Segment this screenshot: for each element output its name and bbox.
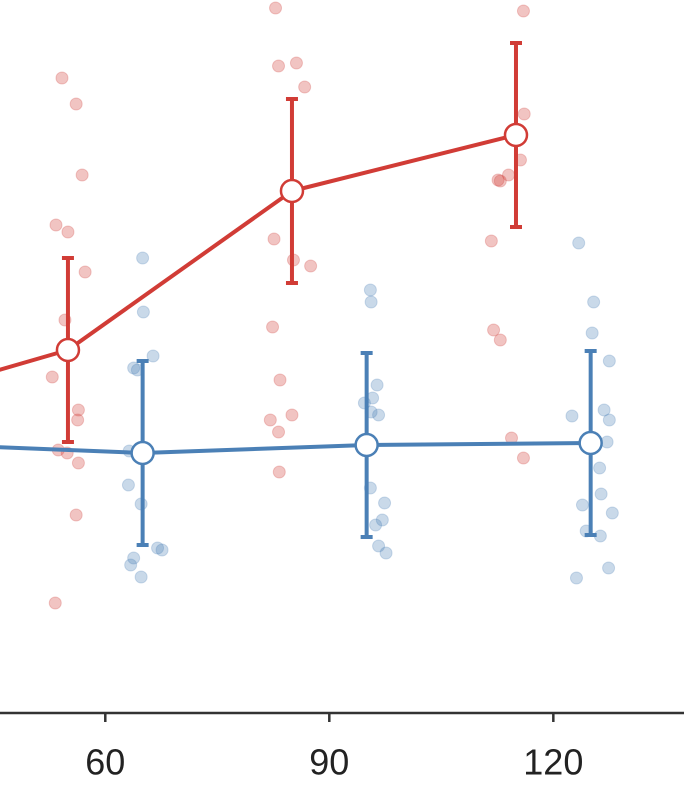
data-point <box>516 451 530 465</box>
data-point <box>267 232 281 246</box>
data-point <box>372 408 386 422</box>
data-point <box>127 361 141 375</box>
data-point <box>263 413 277 427</box>
data-point <box>71 413 85 427</box>
mean-line <box>0 133 517 372</box>
data-point <box>572 236 586 250</box>
data-point <box>272 59 286 73</box>
data-point <box>298 80 312 94</box>
data-point <box>602 413 616 427</box>
data-point <box>124 558 138 572</box>
data-point <box>49 218 63 232</box>
mean-marker <box>130 440 155 466</box>
data-point <box>484 234 498 248</box>
data-point <box>493 174 507 188</box>
plot-area <box>0 1 619 610</box>
data-point <box>370 378 384 392</box>
data-point <box>151 541 165 555</box>
data-point <box>602 561 616 575</box>
data-point <box>269 1 283 15</box>
data-point <box>155 543 169 557</box>
data-point <box>372 539 386 553</box>
data-point <box>48 596 62 610</box>
data-point <box>594 487 608 501</box>
data-point <box>575 498 589 512</box>
data-point <box>273 373 287 387</box>
data-point <box>369 518 383 532</box>
data-point <box>78 265 92 279</box>
mean-marker <box>354 432 379 458</box>
data-point <box>71 403 85 417</box>
data-point <box>491 173 505 187</box>
x-tick-label: 90 <box>309 742 349 783</box>
data-point <box>136 251 150 265</box>
data-point <box>378 496 392 510</box>
data-point <box>134 570 148 584</box>
data-point <box>516 4 530 18</box>
x-tick-label: 120 <box>523 742 583 783</box>
mean-marker <box>578 430 603 456</box>
data-point <box>600 435 614 449</box>
data-point <box>146 349 160 363</box>
mean-marker <box>55 337 81 363</box>
data-point <box>266 320 280 334</box>
mean-line <box>0 441 591 455</box>
data-point <box>493 333 507 347</box>
data-point <box>517 107 531 121</box>
data-point <box>585 326 599 340</box>
data-point <box>55 71 69 85</box>
data-point <box>602 354 616 368</box>
data-point <box>587 295 601 309</box>
data-point <box>304 259 318 273</box>
mean-marker <box>279 178 305 204</box>
data-point <box>363 283 377 297</box>
data-point <box>565 409 579 423</box>
data-point <box>61 225 75 239</box>
data-point <box>71 456 85 470</box>
data-point <box>487 323 501 337</box>
data-point <box>136 305 150 319</box>
data-point <box>69 97 83 111</box>
data-point <box>569 571 583 585</box>
data-point <box>272 425 286 439</box>
data-point <box>45 370 59 384</box>
data-point <box>375 513 389 527</box>
data-point <box>597 403 611 417</box>
data-point <box>379 546 393 560</box>
x-tick-label: 60 <box>85 742 125 783</box>
data-point <box>605 506 619 520</box>
data-point <box>127 551 141 565</box>
data-point <box>272 465 286 479</box>
data-point <box>69 508 83 522</box>
data-point <box>364 295 378 309</box>
data-point <box>121 478 135 492</box>
data-point <box>593 461 607 475</box>
data-point <box>75 168 89 182</box>
data-point <box>285 408 299 422</box>
mean-marker <box>503 122 529 148</box>
data-point <box>289 56 303 70</box>
